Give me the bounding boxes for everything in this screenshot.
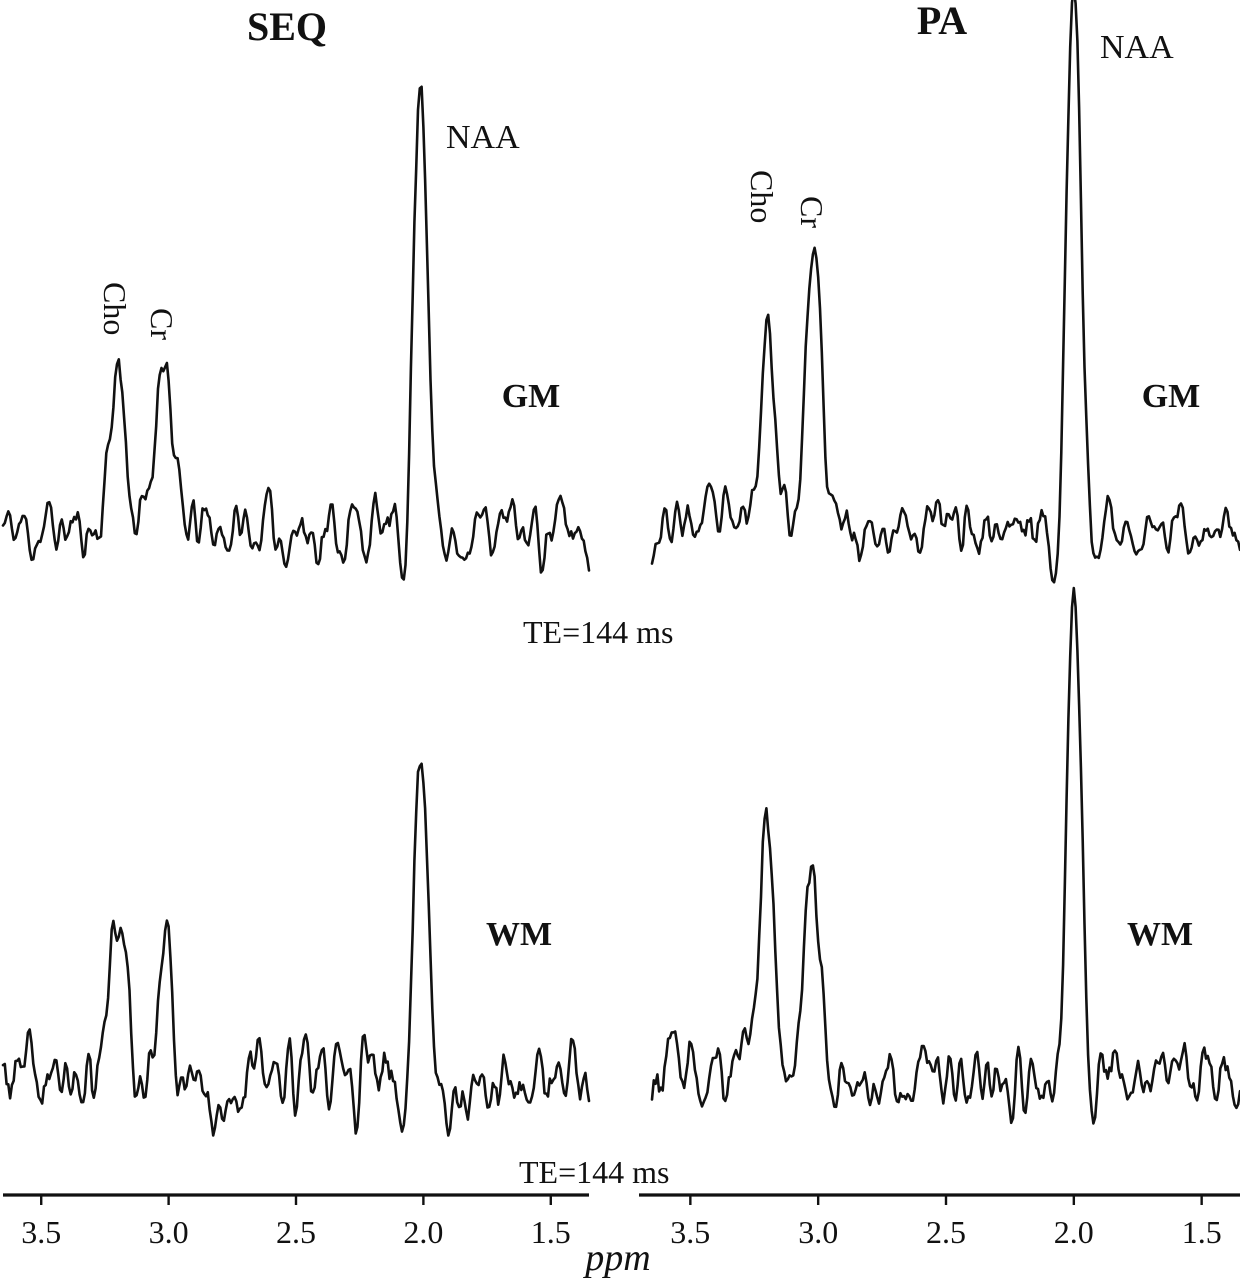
x-tick-label: 2.0 (1054, 1214, 1094, 1250)
te-label-top: TE=144 ms (523, 614, 673, 650)
pa-gm-naa-label: NAA (1100, 29, 1174, 66)
pa-gm-tissue-label: GM (1142, 378, 1201, 415)
x-tick-label: 3.0 (149, 1214, 189, 1250)
spectrum-pa-wm-line (650, 586, 1240, 1125)
x-axis-left (3, 1193, 589, 1205)
x-tick-label: 2.0 (403, 1214, 443, 1250)
pa-column-title: PA (917, 0, 967, 43)
x-tick-label: 1.5 (1182, 1214, 1222, 1250)
seq-gm-naa-label: NAA (446, 119, 520, 156)
x-axis-right (639, 1193, 1240, 1205)
pa-gm-cr-label: Cr (794, 196, 830, 228)
x-axis-label: ppm (582, 1237, 650, 1279)
seq-gm-cho-label: Cho (97, 282, 133, 335)
spectrum-seq-gm-line (1, 85, 591, 581)
seq-gm-cr-label: Cr (144, 308, 180, 340)
seq-column-title: SEQ (247, 4, 327, 49)
x-tick-label: 2.5 (276, 1214, 316, 1250)
x-tick-label: 1.5 (531, 1214, 571, 1250)
x-tick-label: 3.5 (670, 1214, 710, 1250)
seq-wm-tissue-label: WM (486, 916, 552, 953)
seq-gm-tissue-label: GM (502, 378, 561, 415)
te-label-bottom: TE=144 ms (519, 1154, 669, 1190)
pa-gm-cho-label: Cho (744, 170, 780, 223)
x-tick-label: 2.5 (926, 1214, 966, 1250)
pa-wm-tissue-label: WM (1127, 916, 1193, 953)
spectrum-seq-wm-line (1, 762, 591, 1137)
x-tick-label: 3.5 (21, 1214, 61, 1250)
spectrum-pa-gm-line (650, 0, 1240, 584)
x-tick-label: 3.0 (798, 1214, 838, 1250)
